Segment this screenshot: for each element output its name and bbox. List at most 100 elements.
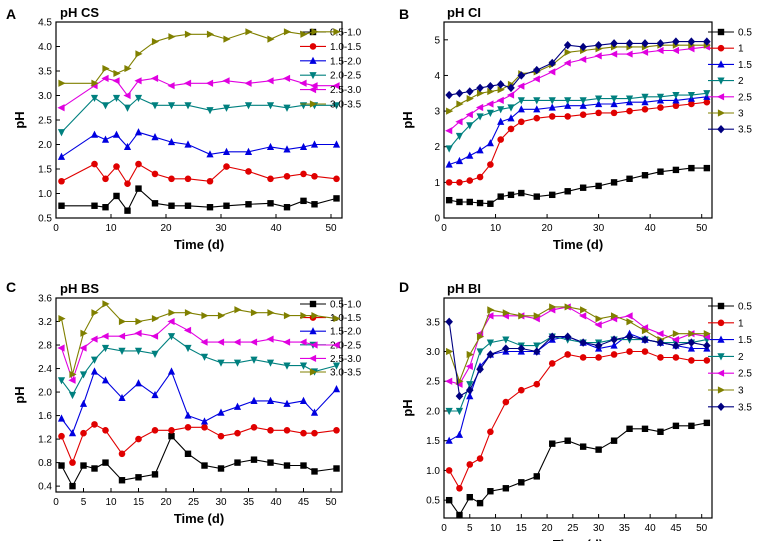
y-tick-label: 0 [434, 214, 440, 225]
y-tick-label: 0.4 [38, 482, 52, 493]
y-tick-label: 2.8 [38, 341, 52, 352]
data-point [445, 317, 453, 326]
data-point [517, 105, 525, 113]
data-point [466, 461, 474, 468]
data-point [68, 376, 76, 384]
series-4 [445, 333, 711, 416]
x-tick-label: 40 [645, 523, 657, 534]
data-point [466, 381, 474, 389]
data-point [476, 455, 484, 462]
data-point [564, 97, 572, 105]
data-point [183, 79, 192, 87]
legend-marker [717, 77, 725, 85]
x-tick-label: 40 [270, 497, 282, 508]
data-point [486, 312, 494, 320]
data-point [267, 309, 275, 317]
legend-label: 2.5 [738, 369, 752, 380]
data-point [151, 426, 159, 434]
data-point [518, 312, 526, 320]
data-point [533, 312, 541, 320]
data-point [216, 338, 225, 346]
data-point [168, 33, 176, 41]
series-7 [445, 317, 711, 401]
data-point [123, 104, 132, 112]
data-point [445, 436, 453, 444]
data-point [548, 332, 557, 341]
data-point [445, 145, 453, 153]
series-line [448, 321, 707, 397]
x-tick-label: 20 [160, 497, 172, 508]
legend-marker [309, 327, 317, 335]
data-point [688, 330, 696, 338]
data-point [641, 172, 649, 179]
data-point [672, 330, 681, 338]
data-point [80, 429, 87, 437]
data-point [549, 303, 557, 311]
data-point [250, 396, 258, 404]
data-point [518, 118, 525, 126]
series-6 [58, 28, 341, 87]
data-point [223, 35, 231, 43]
data-point [80, 329, 88, 337]
series-line [448, 333, 707, 442]
data-point [610, 179, 618, 186]
data-point [90, 94, 99, 103]
data-point [626, 318, 634, 326]
x-tick-label: 20 [542, 523, 554, 534]
legend-marker [717, 402, 725, 411]
data-point [267, 175, 274, 183]
data-point [497, 193, 504, 200]
legend-label: 0.5-1.0 [330, 28, 362, 39]
legend-label: 3 [738, 109, 744, 120]
legend-marker [717, 109, 726, 117]
data-point [310, 408, 319, 416]
data-point [311, 468, 318, 475]
panel-a: 0 10 20 30 40 50 0.5 1.0 1.5 2.0 2.5 3.0 3.5 4.0 4.5 Ti… [6, 5, 362, 252]
data-point [266, 142, 275, 151]
data-point [610, 39, 618, 48]
data-point [687, 37, 696, 46]
y-tick-label: 3 [434, 107, 440, 118]
x-tick-label: 50 [325, 497, 337, 508]
data-point [641, 425, 649, 433]
data-point [201, 424, 208, 431]
data-point [233, 402, 242, 410]
series-6 [58, 300, 341, 379]
data-point [487, 306, 495, 314]
legend-label: 3.0-3.5 [330, 100, 362, 111]
legend-label: 3.0-3.5 [330, 368, 362, 379]
data-point [626, 175, 633, 182]
series-line [449, 306, 707, 385]
data-point [151, 314, 160, 323]
data-point [671, 46, 680, 55]
y-tick-label: 1 [434, 178, 440, 189]
series-line [61, 370, 337, 435]
series-2 [445, 98, 711, 186]
x-tick-label: 15 [133, 497, 145, 508]
data-point [250, 309, 259, 317]
data-point [517, 82, 525, 90]
data-point [124, 64, 132, 73]
data-point [548, 97, 556, 105]
x-tick-label: 30 [215, 497, 227, 508]
data-point [299, 338, 307, 346]
series-line [61, 31, 337, 84]
data-point [476, 333, 485, 341]
data-point [222, 77, 230, 85]
data-point [184, 344, 192, 353]
y-tick-label: 3.0 [426, 347, 440, 358]
data-point [217, 359, 225, 367]
data-point [688, 422, 695, 430]
data-point [465, 87, 474, 96]
panel-b: 0 10 20 30 40 50 0 1 2 3 4 5 Time (d) pH B pH CI 0.5 1 1.5… [399, 5, 752, 252]
data-point [549, 191, 556, 199]
data-point [234, 429, 241, 437]
data-point [610, 341, 618, 349]
x-tick-label: 0 [53, 497, 59, 508]
series-line [449, 96, 707, 166]
data-point [656, 330, 664, 338]
plot-frame [55, 21, 343, 219]
data-point [217, 432, 225, 440]
data-point [234, 306, 242, 314]
data-point [266, 77, 274, 85]
